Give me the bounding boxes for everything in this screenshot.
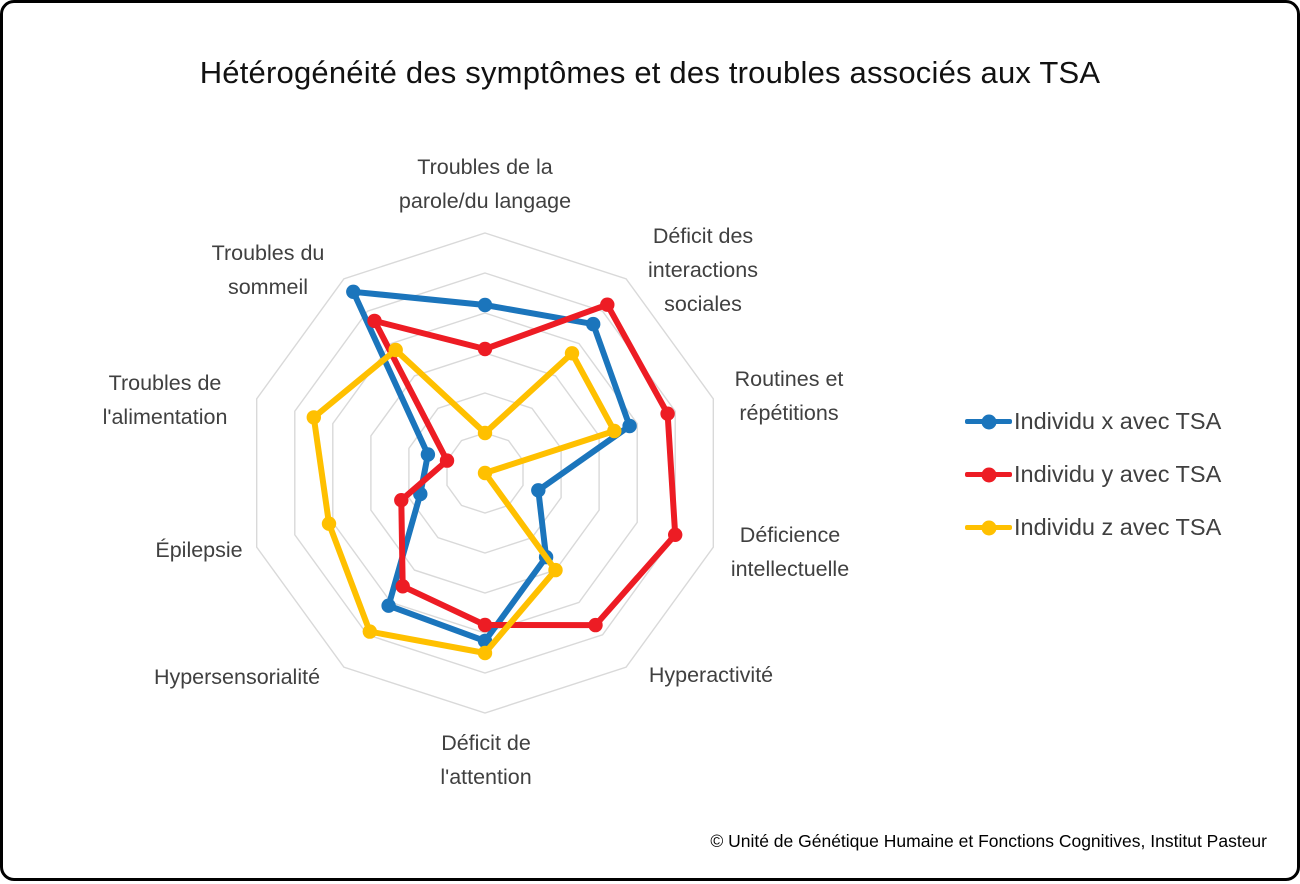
axis-label-troubles-parole-langage: Troubles de la parole/du langage [398, 155, 572, 213]
legend-line-marker-blue [965, 414, 1012, 429]
data-point-marker [660, 406, 675, 421]
data-point-marker [439, 453, 455, 468]
data-point-marker [477, 645, 493, 661]
legend-line-marker-gold [965, 520, 1012, 535]
axis-label-deficit-attention: Déficit de l'attention [440, 731, 532, 789]
data-point-marker [622, 418, 637, 434]
series-individu-z-avec-tsa [306, 342, 622, 661]
data-point-marker [395, 579, 410, 594]
data-point-marker [367, 313, 382, 329]
data-point-marker [306, 410, 321, 425]
data-point-marker [588, 617, 603, 633]
series-individu-y-avec-tsa [367, 297, 683, 633]
chart-title: Hétérogénéité des symptômes et des troub… [199, 55, 1101, 90]
legend-line-marker-red [965, 467, 1012, 482]
axis-label-hyperactivite: Hyperactivité [648, 663, 774, 688]
data-point-marker [668, 527, 683, 542]
axis-label-troubles-alimentation: Troubles de l'alimentation [102, 371, 228, 429]
legend-label: Individu y avec TSA [1014, 461, 1222, 487]
axis-label-routines-repetitions: Routines et répétitions [734, 367, 844, 425]
data-point-marker [548, 562, 563, 578]
copyright-text: © Unité de Génétique Humaine et Fonction… [710, 831, 1267, 851]
radar-chart [255, 232, 714, 714]
data-point-marker [477, 617, 493, 633]
data-point-marker [420, 447, 436, 462]
data-point-marker [531, 483, 546, 498]
legend-item-individu-z: Individu z avec TSA [965, 501, 1221, 554]
data-point-marker [607, 423, 622, 439]
axis-label-deficit-interactions-sociales: Déficit des interactions sociales [648, 224, 758, 316]
data-point-marker [600, 297, 615, 312]
data-point-marker [477, 341, 493, 357]
data-point-marker [564, 346, 580, 361]
gridline-ring [446, 432, 524, 514]
legend-item-individu-x: Individu x avec TSA [965, 395, 1221, 448]
data-point-marker [394, 493, 409, 508]
radar-series [306, 284, 683, 661]
legend-item-individu-y: Individu y avec TSA [965, 448, 1221, 501]
series-individu-x-avec-tsa [346, 284, 637, 649]
gridline-ring [370, 352, 600, 594]
data-point-marker [381, 598, 396, 613]
axis-label-hypersensorialite: Hypersensorialité [153, 665, 321, 690]
axis-label-deficience-intellectuelle: Déficience intellectuelle [730, 523, 850, 581]
legend: Individu x avec TSA Individu y avec TSA … [965, 395, 1221, 554]
data-point-marker [321, 516, 337, 531]
legend-label: Individu z avec TSA [1014, 514, 1222, 540]
data-point-marker [388, 342, 403, 358]
data-point-marker [586, 316, 601, 332]
data-point-marker [362, 624, 377, 639]
data-point-marker [346, 284, 361, 299]
legend-label: Individu x avec TSA [1014, 408, 1222, 434]
axis-label-troubles-sommeil: Troubles du sommeil [211, 241, 325, 299]
data-point-marker [477, 425, 493, 441]
data-point-marker [477, 297, 493, 313]
gridline-ring [255, 232, 714, 714]
data-point-marker [477, 465, 493, 481]
axis-label-epilepsie: Épilepsie [155, 538, 243, 563]
